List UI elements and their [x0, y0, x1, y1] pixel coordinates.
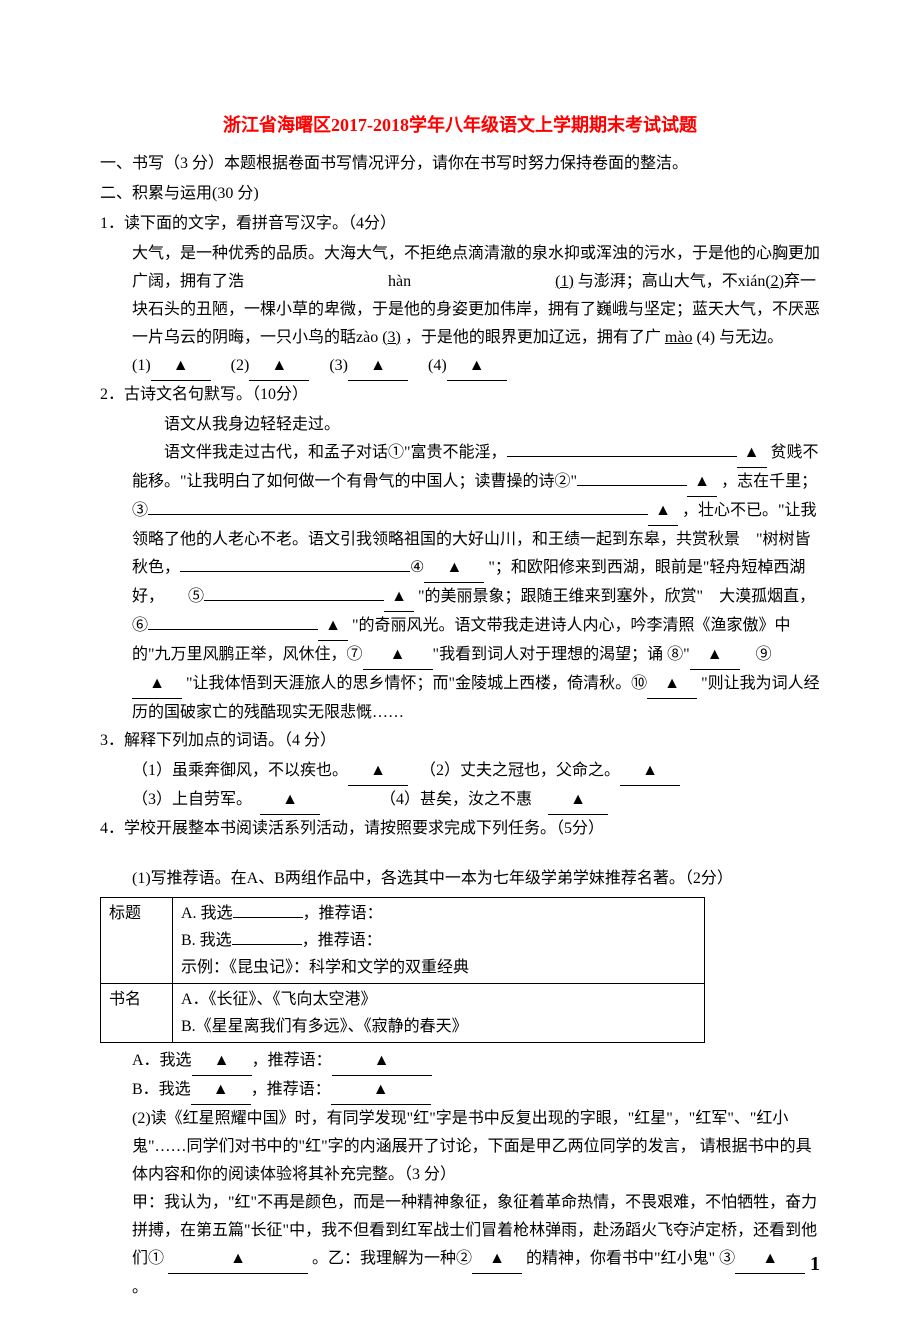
q1-mark-3: (3) [382, 329, 401, 346]
ans-4-blank: ▲ [447, 352, 507, 381]
q4-2-end: 。 [132, 1279, 148, 1296]
ans-1-label: (1) [132, 357, 151, 374]
q1-body: 大气，是一种优秀的品质。大海大气，不拒绝点滴清澈的泉水抑或浑浊的污水，于是他的心… [100, 240, 820, 352]
q2-num-4: ④ [410, 559, 424, 576]
section-2: 二、积累与运用(30 分) [100, 180, 820, 208]
ans-a-blank2: ▲ [332, 1047, 432, 1076]
table-row: 书名 A．《长征》、《飞向太空港》 B.《星星离我们有多远》、《寂静的春天》 [101, 984, 705, 1043]
q2-tri-10: ▲ [647, 670, 697, 699]
q2-blank-6 [148, 629, 318, 630]
cell-header-1: 标题 [101, 897, 173, 984]
q3-3: （3）上自劳军。 [132, 791, 244, 808]
q2-blank-1 [507, 456, 737, 457]
q3-row1: （1）虽乘奔御风，不以疾也。▲ （2）丈夫之冠也，父命之。▲ [100, 757, 820, 786]
row-a-blank [233, 917, 303, 918]
row-b-blank [232, 944, 302, 945]
q2-tri-9: ▲ [132, 670, 182, 699]
ans-3-label: (3) [329, 357, 348, 374]
q4-2-blank3: ▲ [735, 1245, 805, 1274]
q3-1-blank: ▲ [348, 757, 408, 786]
ans-4-label: (4) [428, 357, 447, 374]
q3-row2: （3）上自劳军。 ▲ （4）甚矣，汝之不惠 ▲ [100, 786, 820, 815]
q2-tri-1: ▲ [737, 439, 767, 468]
q1-answers: (1)▲ (2)▲ (3)▲ (4)▲ [100, 352, 820, 381]
q1-han: hàn [248, 273, 551, 290]
ans-1-blank: ▲ [151, 352, 211, 381]
q1-mark-2: (2) [765, 273, 784, 290]
q2-tri-5: ▲ [384, 583, 414, 612]
q4-1-head: (1)写推荐语。在A、B两组作品中，各选其中一本为七年级学弟学妹推荐名著。（2分… [100, 865, 820, 893]
q2-body: 语文伴我走过古代，和孟子对话①"富贵不能淫，▲ 贫贱不能移。"让我明白了如何做一… [100, 439, 820, 727]
q2-blank-4 [180, 571, 410, 572]
q4-2-t2: 。乙：我理解为一种② [312, 1250, 472, 1267]
table-row: 标题 A. 我选 ，推荐语： B. 我选 ，推荐语： 示例：《昆虫记》：科学和文学的… [101, 897, 705, 984]
q3-2-blank: ▲ [620, 757, 680, 786]
books-b: B.《星星离我们有多远》、《寂静的春天》 [181, 1018, 468, 1035]
q4-2-head: (2)读《红星照耀中国》时，有同学发现"红"字是书中反复出现的字眼，"红星"，"… [100, 1105, 820, 1189]
recommendation-table: 标题 A. 我选 ，推荐语： B. 我选 ，推荐语： 示例：《昆虫记》：科学和文学的… [100, 897, 705, 1044]
ans-3-blank: ▲ [348, 352, 408, 381]
q1-mao: mào [665, 329, 697, 346]
q3-4: （4）甚矣，汝之不惠 [388, 791, 532, 808]
q2-blank-3 [148, 514, 648, 515]
q4-2-blank1: ▲ [168, 1245, 308, 1274]
example-text: 示例：《昆虫记》：科学和文学的双重经典 [181, 959, 469, 976]
page-number: 1 [810, 1247, 820, 1282]
q3-2: （2）丈夫之冠也，父命之。 [428, 762, 620, 779]
q4-ans-a: A．我选▲，推荐语：▲ [100, 1047, 820, 1076]
section-1: 一、书写（3 分）本题根据卷面书写情况评分，请你在书写时努力保持卷面的整洁。 [100, 150, 820, 178]
q2-t8: "让我体悟到天涯旅人的思乡情怀；而"金陵城上西楼，倚清秋。⑩ [186, 675, 647, 692]
q4-head: 4．学校开展整本书阅读活系列活动，请按照要求完成下列任务。（5分） [100, 815, 820, 843]
exam-title: 浙江省海曙区2017-2018学年八年级语文上学期期末考试试题 [100, 110, 820, 142]
ans-b-rec: ，推荐语： [251, 1081, 331, 1098]
row-b-suffix: ，推荐语： [302, 932, 382, 949]
q3-4-blank: ▲ [548, 786, 608, 815]
q4-2-t3: 的精神，你看书中"红小鬼" ③ [526, 1250, 735, 1267]
ans-b-blank2: ▲ [331, 1076, 431, 1105]
q4-2-blank2: ▲ [472, 1245, 522, 1274]
q2-num-9: ⑨ [756, 646, 772, 663]
q2-head: 2．古诗文名句默写。（10分） [100, 381, 820, 409]
ans-a-blank1: ▲ [192, 1047, 252, 1076]
q2-t7b: "我看到词人对于理想的渴望；诵 ⑧" [433, 646, 690, 663]
q2-tri-6: ▲ [318, 612, 348, 641]
q4-2-body: 甲：我认为，"红"不再是颜色，而是一种精神象征，象征着革命热情，不畏艰难，不怕牺… [100, 1189, 820, 1302]
q2-tri-3: ▲ [648, 497, 678, 526]
q2-tri-8: ▲ [690, 641, 740, 670]
cell-content-2: A．《长征》、《飞向太空港》 B.《星星离我们有多远》、《寂静的春天》 [173, 984, 705, 1043]
row-a-prefix: A. 我选 [181, 905, 233, 922]
row-a-suffix: ，推荐语： [303, 905, 383, 922]
q1-text-2: 与澎湃；高山大气，不xián [578, 273, 766, 290]
q1-mark-1: (1) [555, 273, 574, 290]
q2-blank-5 [204, 600, 384, 601]
q2-t1: 语文伴我走过古代，和孟子对话①"富贵不能淫， [132, 444, 507, 461]
row-b-prefix: B. 我选 [181, 932, 232, 949]
q3-1: （1）虽乘奔御风，不以疾也。 [132, 762, 348, 779]
q2-tri-2: ▲ [687, 468, 717, 497]
cell-content-1: A. 我选 ，推荐语： B. 我选 ，推荐语： 示例：《昆虫记》：科学和文学的双重经… [173, 897, 705, 984]
ans-b-prefix: B．我选 [132, 1081, 191, 1098]
cell-header-2: 书名 [101, 984, 173, 1043]
ans-b-blank1: ▲ [191, 1076, 251, 1105]
q1-text-4: ，于是他的眼界更加辽远，拥有了广 [405, 329, 661, 346]
q3-3-blank: ▲ [260, 786, 320, 815]
books-a: A．《长征》、《飞向太空港》 [181, 991, 377, 1008]
q1-text-5: 与无边。 [719, 329, 783, 346]
q2-blank-2 [577, 485, 687, 486]
q2-tri-7: ▲ [363, 641, 433, 670]
ans-a-rec: ，推荐语： [252, 1052, 332, 1069]
ans-a-prefix: A．我选 [132, 1052, 192, 1069]
q4-ans-b: B．我选▲，推荐语：▲ [100, 1076, 820, 1105]
q3-head: 3．解释下列加点的词语。（4 分） [100, 727, 820, 755]
ans-2-blank: ▲ [249, 352, 309, 381]
ans-2-label: (2) [231, 357, 250, 374]
q2-tri-4: ▲ [424, 554, 484, 583]
q1-head: 1．读下面的文字，看拼音写汉字。（4分） [100, 210, 820, 238]
q1-mark-4: (4) [696, 329, 715, 346]
q2-intro: 语文从我身边轻轻走过。 [100, 411, 820, 439]
